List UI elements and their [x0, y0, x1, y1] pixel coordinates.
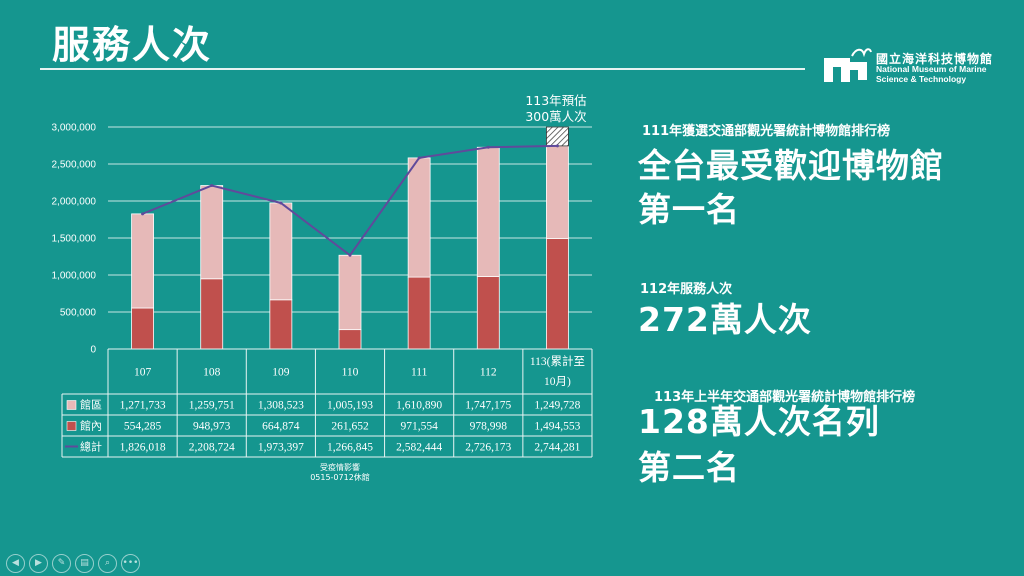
award1-line1: 全台最受歡迎博物館 — [638, 146, 944, 185]
table-value: 1,271,733 — [120, 400, 166, 412]
table-value: 2,744,281 — [534, 442, 580, 454]
bar-inner — [476, 276, 500, 350]
table-series-name: 總計 — [80, 440, 102, 454]
line-total-point — [555, 144, 559, 148]
bar-inner — [200, 278, 224, 350]
line-total-point — [486, 145, 490, 149]
slideshow-controls: ◀ ▶ ✎ ▤ ⌕ ••• — [6, 554, 140, 573]
y-tick-label: 500,000 — [60, 308, 97, 319]
bar-inner — [269, 299, 293, 350]
forecast-label: 113年預估 300萬人次 — [518, 93, 594, 125]
x-category-label: 10月) — [544, 376, 571, 388]
pen-icon[interactable]: ✎ — [52, 554, 71, 573]
museum-name-en-line1: National Museum of Marine — [876, 64, 987, 74]
museum-logo-mark-icon — [824, 48, 872, 82]
table-value: 2,582,444 — [396, 442, 442, 454]
table-value: 1,005,193 — [327, 400, 373, 412]
y-tick-label: 1,000,000 — [52, 271, 97, 282]
covid-note-line1: 受疫情影響 — [320, 463, 360, 472]
table-value: 554,285 — [124, 421, 162, 433]
bar-area — [269, 202, 293, 301]
bar-area — [407, 157, 431, 278]
visits-caption: 112年服務人次 — [640, 282, 733, 297]
table-value: 1,266,845 — [327, 442, 373, 454]
y-tick-label: 2,000,000 — [52, 197, 97, 208]
museum-name-en: National Museum of Marine Science & Tech… — [876, 64, 987, 84]
table-value: 261,652 — [331, 421, 369, 433]
x-category-label: 110 — [342, 367, 359, 379]
legend-swatch — [66, 421, 77, 431]
visits-value: 272萬人次 — [638, 300, 812, 339]
table-value: 664,874 — [262, 421, 300, 433]
line-total-point — [348, 253, 352, 257]
table-value: 1,826,018 — [120, 442, 166, 454]
bar-area — [546, 145, 569, 239]
bar-area — [200, 185, 224, 280]
museum-logo: 國立海洋科技博物館 National Museum of Marine Scie… — [822, 44, 992, 90]
y-tick-label: 0 — [90, 345, 96, 356]
table-value: 1,747,175 — [465, 400, 511, 412]
table-series-name: 館區 — [80, 398, 102, 412]
table-value: 1,249,728 — [534, 400, 580, 412]
y-tick-label: 3,000,000 — [52, 123, 97, 134]
forecast-label-line2: 300萬人次 — [525, 109, 587, 124]
covid-note-line2: 0515-0712休館 — [310, 473, 370, 482]
table-value: 2,208,724 — [189, 442, 235, 454]
covid-note: 受疫情影響 0515-0712休館 — [270, 463, 410, 483]
table-value: 1,610,890 — [396, 400, 442, 412]
bar-area — [476, 146, 500, 277]
bar-inner — [546, 238, 569, 350]
x-category-label: 107 — [134, 367, 152, 379]
table-value: 1,494,553 — [534, 421, 580, 433]
table-value: 1,308,523 — [258, 400, 304, 412]
line-total-point — [210, 184, 214, 188]
table-value: 1,973,397 — [258, 442, 304, 454]
forecast-label-line1: 113年預估 — [525, 93, 587, 108]
x-category-label: 113(累計至 — [530, 354, 585, 368]
table-series-name: 館內 — [80, 419, 102, 433]
bar-forecast — [546, 126, 569, 147]
line-total-point — [141, 212, 145, 216]
bar-inner — [131, 307, 154, 350]
line-total-point — [279, 201, 283, 205]
line-total-point — [417, 156, 421, 160]
y-tick-label: 1,500,000 — [52, 234, 97, 245]
zoom-icon[interactable]: ⌕ — [98, 554, 117, 573]
museum-name-zh: 國立海洋科技博物館 — [876, 52, 994, 66]
award2-line2: 第二名 — [638, 448, 740, 487]
museum-name-en-line2: Science & Technology — [876, 74, 967, 84]
award2-caption: 113年上半年交通部觀光署統計博物館排行榜 — [654, 390, 916, 405]
bar-area — [131, 213, 154, 309]
x-category-label: 109 — [272, 367, 290, 379]
award2-line1: 128萬人次名列 — [638, 402, 880, 441]
slide-title: 服務人次 — [52, 23, 213, 67]
award1-caption: 111年獲選交通部觀光署統計博物館排行榜 — [642, 124, 891, 139]
prev-icon[interactable]: ◀ — [6, 554, 25, 573]
more-icon[interactable]: ••• — [121, 554, 140, 573]
next-icon[interactable]: ▶ — [29, 554, 48, 573]
table-value: 971,554 — [400, 421, 438, 433]
x-category-label: 108 — [203, 367, 221, 379]
table-value: 978,998 — [470, 421, 508, 433]
x-category-label: 112 — [480, 367, 497, 379]
x-category-label: 111 — [411, 367, 428, 379]
award1-line2: 第一名 — [638, 190, 740, 229]
bar-area — [338, 254, 362, 331]
legend-swatch — [66, 400, 77, 410]
bar-inner — [407, 276, 431, 350]
table-value: 2,726,173 — [465, 442, 511, 454]
table-value: 948,973 — [193, 421, 231, 433]
bar-inner — [338, 329, 362, 350]
title-divider — [40, 68, 805, 70]
table-value: 1,259,751 — [189, 400, 235, 412]
y-tick-label: 2,500,000 — [52, 160, 97, 171]
slides-icon[interactable]: ▤ — [75, 554, 94, 573]
